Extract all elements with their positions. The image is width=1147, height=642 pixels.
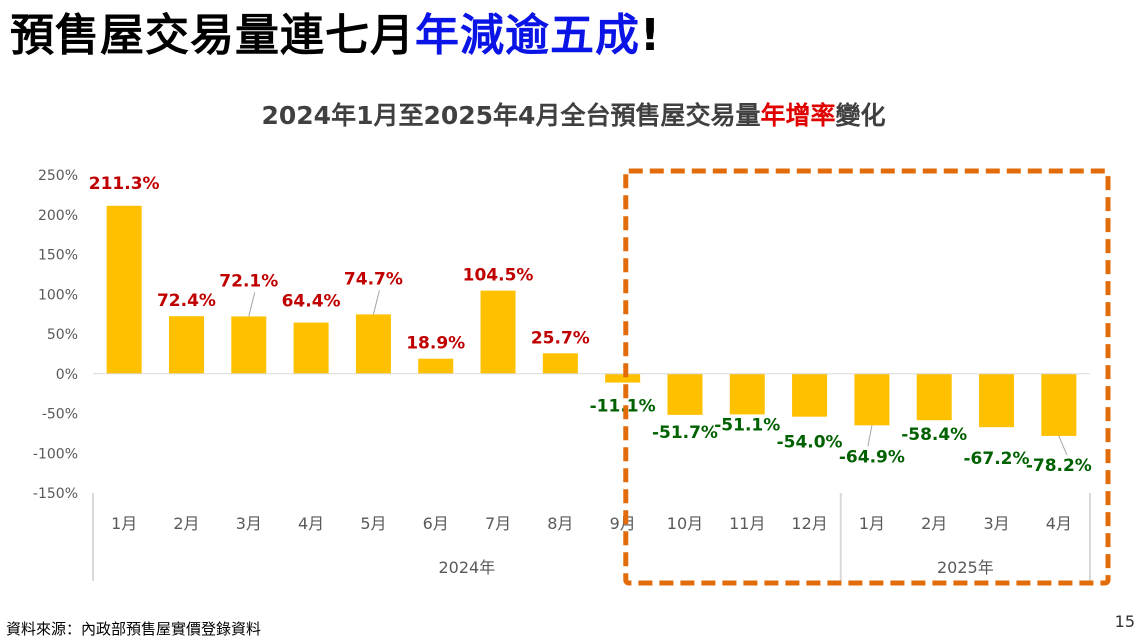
bar [293, 322, 329, 374]
data-label: -78.2% [1026, 456, 1092, 476]
y-axis: 250% 200% 150% 100% 50% 0% -50% -100% -150% [33, 168, 78, 502]
data-label: -58.4% [901, 425, 967, 445]
x-tick-label: 7月 [485, 514, 511, 533]
x-tick-label: 11月 [729, 514, 765, 533]
data-label: -11.1% [590, 397, 656, 417]
y-tick-label: 100% [38, 287, 78, 303]
y-tick-label: -100% [33, 446, 78, 462]
bar [542, 353, 578, 374]
bar [854, 373, 890, 426]
x-tick-label: 6月 [423, 514, 449, 533]
x-tick-label: 1月 [859, 514, 885, 533]
data-label: 64.4% [282, 292, 341, 312]
leader-line [248, 292, 256, 317]
x-tick-label: 3月 [983, 514, 1009, 533]
chart-title-prefix: 2024年1月至2025年4月全台預售屋交易量 [261, 101, 761, 130]
x-group-label: 2024年 [439, 558, 496, 577]
x-tick-label: 5月 [360, 514, 386, 533]
chart-title-accent: 年增率 [760, 101, 836, 130]
bar [979, 373, 1015, 428]
bar [916, 373, 952, 421]
data-label: -64.9% [839, 447, 905, 467]
data-label: 211.3% [89, 174, 160, 194]
x-tick-label: 12月 [791, 514, 827, 533]
x-tick-label: 8月 [547, 514, 573, 533]
data-label: 72.1% [219, 271, 278, 291]
data-label: 25.7% [531, 328, 590, 348]
data-label: -67.2% [964, 449, 1030, 469]
y-tick-label: 200% [38, 208, 78, 224]
y-tick-label: 250% [38, 168, 78, 184]
bar [729, 373, 765, 415]
title-accent: 年減逾五成 [415, 10, 640, 61]
bar [106, 205, 142, 374]
bar [667, 373, 703, 415]
bar [355, 314, 391, 374]
leader-line [372, 290, 380, 315]
x-tick-label: 4月 [298, 514, 324, 533]
y-tick-label: -50% [42, 407, 78, 423]
data-label: -51.1% [714, 415, 780, 435]
bar [168, 316, 204, 374]
data-label: -54.0% [777, 433, 843, 453]
slide-title: 預售屋交易量連七月年減逾五成! [10, 4, 661, 68]
leader-line [1058, 435, 1068, 456]
leader-line [867, 425, 873, 447]
bar [605, 373, 641, 383]
bars [93, 205, 1090, 436]
source-note: 資料來源：內政部預售屋實價登錄資料 [6, 620, 262, 638]
x-axis: 1月 2月 3月 4月 5月 6月 7月 8月 9月 10月 11月 12月 1月 2月 3月 4月 2024年… [92, 493, 1091, 581]
bar [480, 290, 516, 374]
chart-title: 2024年1月至2025年4月全台預售屋交易量年增率變化 [0, 98, 1147, 134]
title-exclamation: ! [640, 10, 662, 61]
x-group-label: 2025年 [937, 558, 994, 577]
chart-title-suffix: 變化 [835, 101, 886, 130]
bar [1041, 373, 1077, 436]
bar [231, 316, 267, 374]
data-label: 74.7% [344, 269, 403, 289]
data-labels: 211.3% 72.4%72.1%64.4%74.7% 18.9% 104.5% 25.… [89, 174, 1092, 476]
bar [792, 373, 828, 417]
x-tick-label: 9月 [610, 514, 636, 533]
y-tick-label: 0% [56, 367, 78, 383]
data-label: 72.4% [157, 291, 216, 311]
title-main: 預售屋交易量連七月 [10, 10, 415, 61]
y-tick-label: 50% [47, 327, 78, 343]
x-tick-label: 3月 [236, 514, 262, 533]
y-tick-label: -150% [33, 486, 78, 502]
x-tick-label: 1月 [111, 514, 137, 533]
x-tick-label: 2月 [921, 514, 947, 533]
page-number: 15 [1114, 612, 1135, 631]
data-label: 104.5% [463, 266, 534, 286]
data-label: 18.9% [406, 334, 465, 354]
x-tick-label: 2月 [173, 514, 199, 533]
highlight-box [623, 168, 1111, 586]
bar [418, 358, 454, 374]
data-label: -51.7% [652, 423, 718, 443]
y-tick-label: 150% [38, 248, 78, 264]
x-tick-label: 10月 [667, 514, 703, 533]
x-tick-label: 4月 [1046, 514, 1072, 533]
